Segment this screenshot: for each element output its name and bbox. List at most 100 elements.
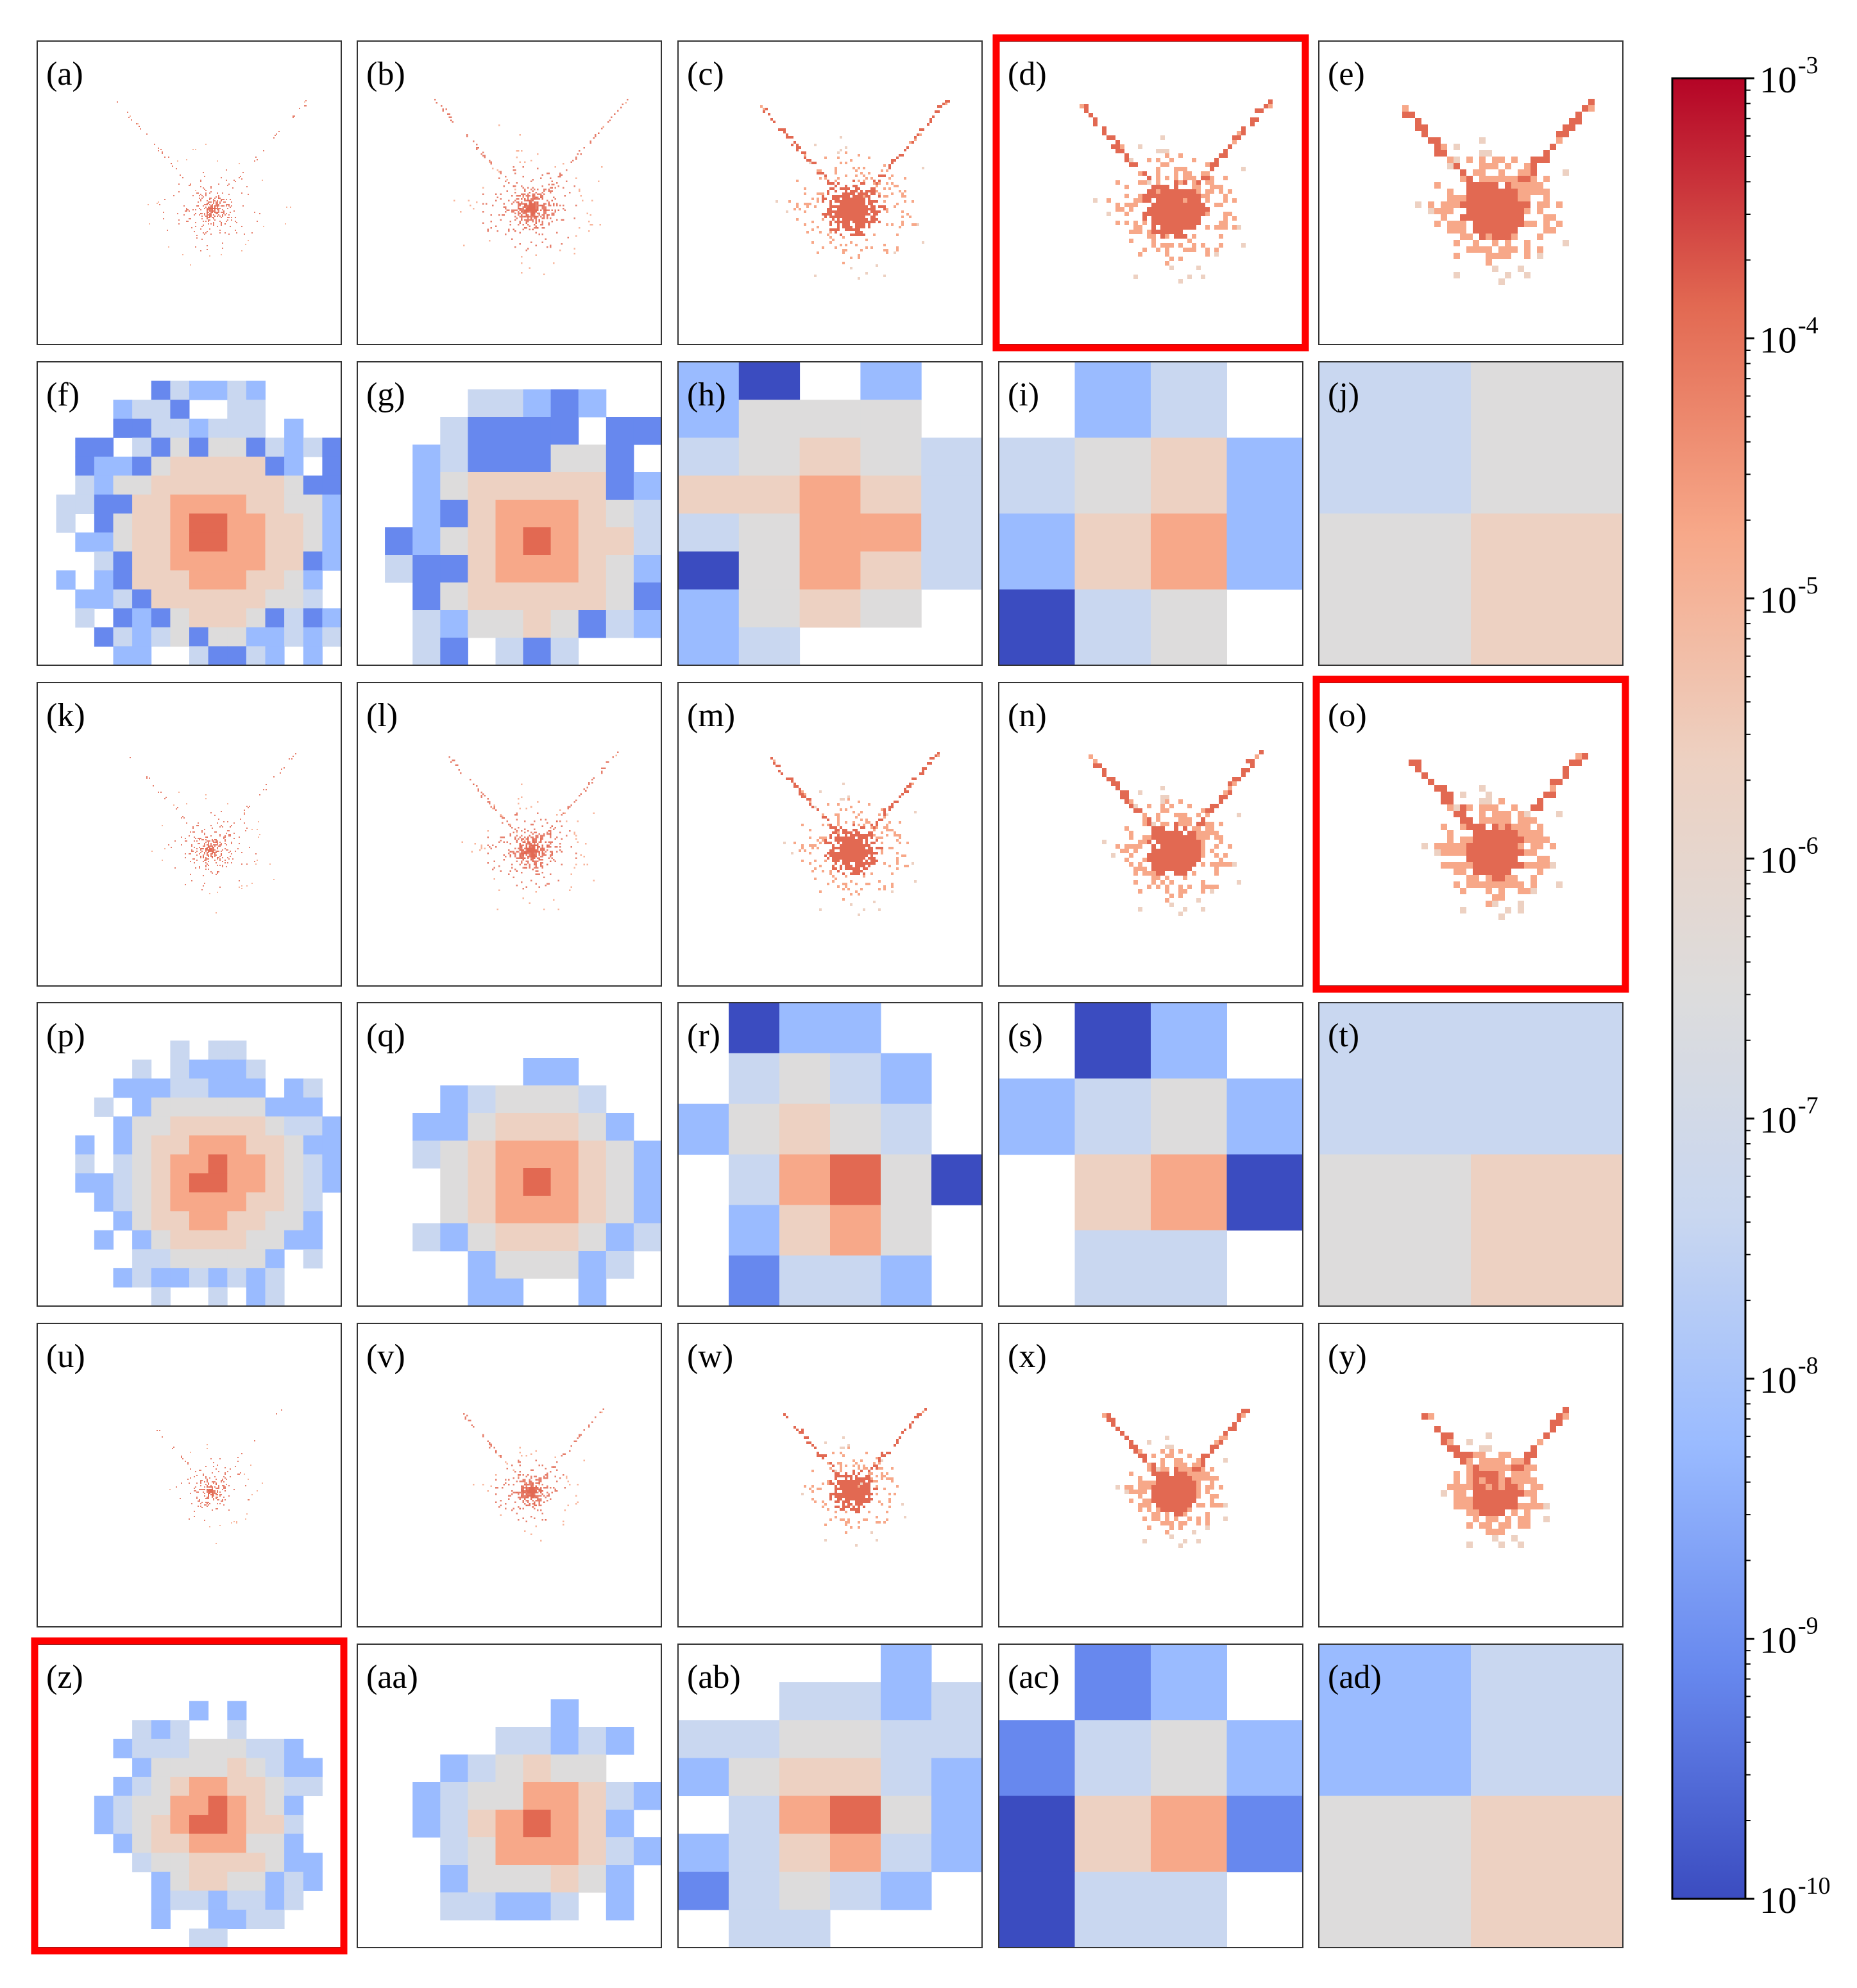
density-point [495, 200, 497, 201]
density-point [850, 190, 852, 192]
density-point [535, 198, 537, 200]
density-point [447, 113, 449, 115]
density-point [226, 180, 227, 181]
density-point [1107, 135, 1111, 140]
density-point [199, 208, 200, 209]
density-point [208, 209, 209, 210]
density-point [852, 167, 855, 169]
density-point [548, 173, 550, 174]
density-point [845, 223, 847, 226]
density-point [213, 222, 214, 223]
density-point [529, 201, 530, 203]
density-point [158, 201, 159, 203]
density-point [822, 192, 824, 195]
density-point [216, 204, 217, 205]
density-point [786, 136, 788, 139]
density-point [217, 201, 218, 203]
density-point [1505, 176, 1511, 182]
density-point [217, 212, 218, 213]
density-point [842, 221, 845, 223]
density-point [1543, 227, 1550, 234]
density-point [527, 196, 529, 198]
density-point [1142, 212, 1147, 216]
density-point [1524, 246, 1531, 253]
density-point [194, 214, 195, 216]
density-point [208, 207, 209, 208]
density-point [217, 209, 218, 210]
density-point [551, 212, 553, 214]
density-point [541, 206, 543, 208]
density-point [883, 205, 886, 208]
density-point [847, 195, 850, 198]
density-point [1187, 225, 1192, 230]
density-point [1214, 248, 1219, 252]
density-point [842, 187, 845, 190]
density-point [200, 199, 201, 200]
density-point [511, 203, 513, 205]
density-point [1205, 194, 1210, 198]
density-point [837, 182, 840, 185]
density-point [525, 205, 527, 207]
density-point [513, 211, 514, 213]
density-point [486, 203, 488, 205]
density-point [817, 226, 819, 228]
density-point [817, 200, 819, 203]
density-point [572, 160, 574, 162]
density-point [537, 189, 539, 191]
density-point [1178, 230, 1183, 234]
density-point [559, 250, 561, 251]
density-point [1192, 185, 1196, 189]
density-point [530, 219, 532, 221]
density-point [218, 205, 219, 207]
density-point [835, 185, 837, 187]
density-point [521, 214, 523, 216]
density-point [1169, 194, 1174, 198]
density-point [852, 218, 855, 221]
density-point [532, 195, 534, 197]
density-point [1129, 207, 1133, 212]
density-point [1537, 234, 1543, 240]
density-point [514, 200, 516, 201]
density-point [1138, 144, 1142, 149]
density-point [845, 203, 847, 205]
density-point [159, 204, 160, 205]
density-point [525, 212, 527, 214]
density-point [185, 210, 186, 212]
density-point [218, 210, 219, 212]
density-point [207, 213, 208, 214]
density-point [529, 195, 530, 197]
density-point [1147, 189, 1151, 194]
density-point [1232, 216, 1237, 221]
density-point [263, 150, 264, 151]
density-point [1160, 212, 1165, 216]
density-point [1151, 239, 1156, 243]
density-point [514, 230, 516, 232]
density-point [824, 198, 827, 200]
density-point [575, 157, 577, 158]
density-point [863, 203, 865, 205]
density-point [873, 213, 876, 216]
density-point [1454, 144, 1460, 150]
density-point [518, 206, 520, 208]
density-point [527, 219, 529, 221]
density-point [293, 117, 294, 118]
density-point [860, 226, 863, 228]
density-point [209, 207, 210, 208]
density-point [543, 208, 545, 210]
density-point [868, 226, 870, 228]
density-point [837, 177, 840, 180]
density-point [530, 208, 532, 210]
density-point [625, 102, 627, 104]
density-point [855, 221, 858, 223]
density-point [602, 126, 604, 128]
density-point [538, 198, 540, 200]
density-point [579, 190, 581, 192]
density-point [1165, 149, 1169, 153]
density-point [1505, 253, 1511, 259]
density-point [901, 221, 904, 223]
density-point [1205, 198, 1210, 203]
density-point [1093, 122, 1098, 126]
density-point [1205, 189, 1210, 194]
density-point [855, 203, 858, 205]
density-point [1466, 246, 1473, 253]
